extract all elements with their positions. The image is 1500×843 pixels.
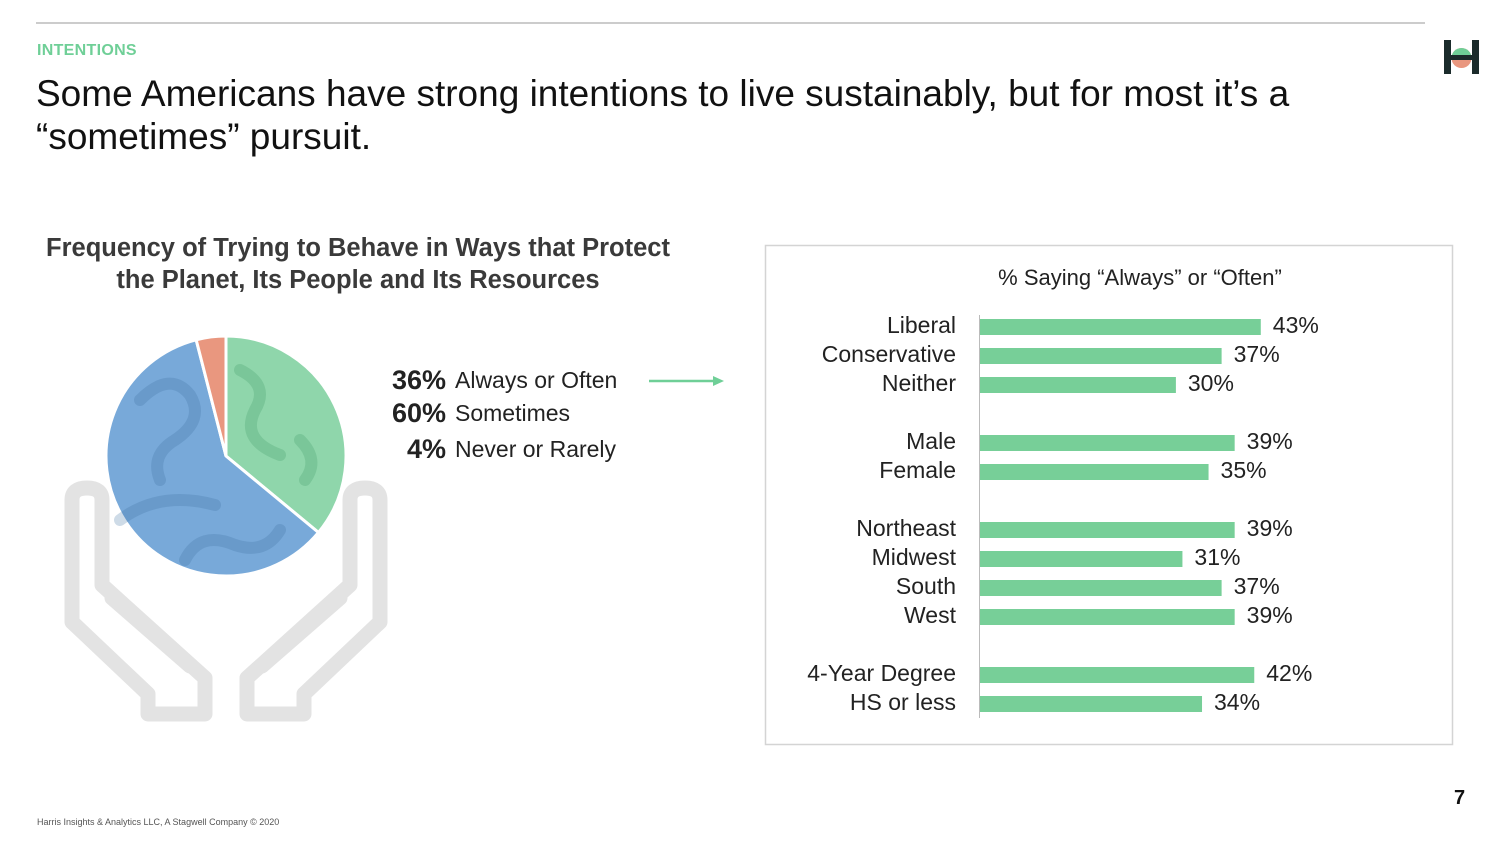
category-label: Midwest [872, 544, 957, 570]
arrow-head [713, 376, 724, 386]
category-label: Female [879, 457, 956, 483]
value-label: 42% [1266, 660, 1312, 686]
bar-chart-frame [764, 244, 1454, 746]
legend-label: Sometimes [455, 400, 570, 426]
bar [980, 609, 1235, 625]
value-label: 31% [1194, 544, 1240, 570]
legend-value: 36% [392, 365, 446, 395]
pie-slice [194, 334, 228, 457]
category-label: Liberal [887, 312, 956, 338]
legend-label: Never or Rarely [455, 436, 617, 462]
globe-texture [114, 377, 286, 566]
pie-slice [224, 334, 348, 535]
value-label: 43% [1273, 312, 1319, 338]
value-label: 34% [1214, 689, 1260, 715]
page-number: 7 [1454, 787, 1466, 809]
bar [980, 580, 1222, 596]
value-label: 39% [1247, 602, 1293, 628]
value-label: 39% [1247, 515, 1293, 541]
legend-value: 4% [407, 434, 446, 464]
bar [980, 348, 1222, 364]
category-label: HS or less [850, 689, 956, 715]
category-label: Neither [882, 370, 956, 396]
section-label: INTENTIONS [37, 42, 137, 59]
bar-chart-title: % Saying “Always” or “Often” [998, 265, 1282, 290]
source-note: Harris Insights & Analytics LLC, A Stagw… [37, 817, 280, 827]
category-label: South [896, 573, 956, 599]
legend-value: 60% [392, 398, 446, 428]
category-label: Male [906, 428, 956, 454]
slide-title: Some Americans have strong intentions to… [36, 73, 1290, 157]
value-label: 30% [1188, 370, 1234, 396]
bar [980, 319, 1261, 335]
bar [980, 667, 1255, 683]
bar [980, 551, 1183, 567]
value-label: 39% [1247, 428, 1293, 454]
category-label: Conservative [822, 341, 956, 367]
legend-label: Always or Often [455, 367, 617, 393]
pie-slice [104, 337, 321, 578]
bar [980, 435, 1235, 451]
logo [1444, 40, 1479, 74]
bar [980, 696, 1203, 712]
hands-icon [64, 480, 388, 722]
category-label: 4-Year Degree [807, 660, 956, 686]
pie [104, 334, 348, 578]
value-label: 37% [1234, 341, 1280, 367]
value-label: 35% [1221, 457, 1267, 483]
bar [980, 464, 1209, 480]
bar [980, 377, 1176, 393]
value-label: 37% [1234, 573, 1280, 599]
globe-texture-green [234, 364, 318, 486]
category-label: West [904, 602, 957, 628]
bar [980, 522, 1235, 538]
pie-chart-title: Frequency of Trying to Behave in Ways th… [46, 234, 670, 294]
category-label: Northeast [856, 515, 956, 541]
